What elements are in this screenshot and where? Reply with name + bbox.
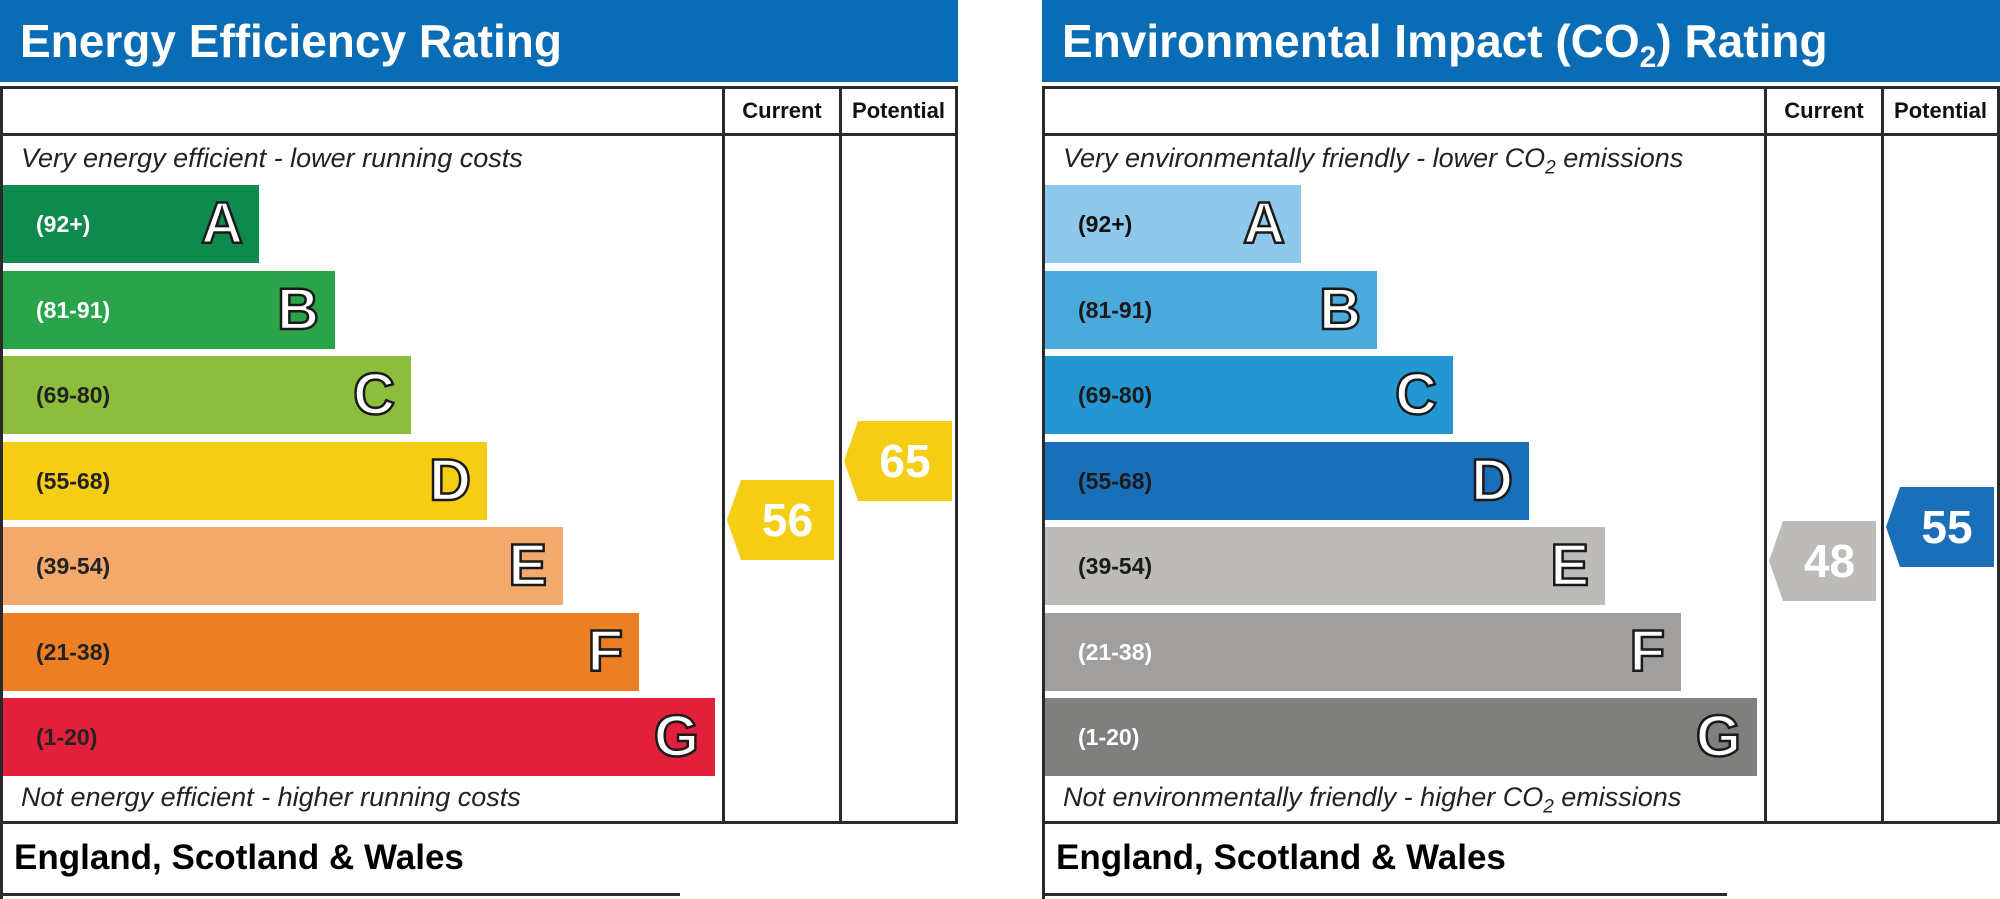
footer-rule [0,893,680,896]
current-rating-value: 48 [1803,535,1856,587]
band-range-label: (81-91) [36,296,111,323]
bottom-note: Not energy efficient - higher running co… [21,782,521,812]
potential-arrow-fill [844,421,952,501]
band-letter: A [1242,190,1286,258]
title-text: Environmental Impact (CO [1062,15,1640,67]
region-footer: England, Scotland & Wales [14,838,464,877]
band-b: (81-91) B [1045,270,1377,349]
band-range-label: (69-80) [36,382,111,408]
current-arrow-shape [727,480,834,560]
band-range-label: (92+) [1078,211,1133,237]
potential-arrow-shape [1886,487,1994,567]
rating-bands: (92+) A (81-91) B (69-80) C (55-68) D (39-54) E (2… [0,0,958,899]
band-letter: D [428,446,472,514]
band-range-label: (92+) [36,211,91,237]
current-arrow-shape [1769,521,1876,601]
band-letter: C [1394,361,1438,429]
bottom-note-subscript: 2 [1543,796,1554,818]
band-letter: A [200,190,244,258]
bottom-note-text: Not environmentally friendly - higher CO [1063,782,1544,812]
band-e: (39-54) E [1045,527,1605,605]
band-f: (21-38) F [3,612,639,691]
top-note-text-end: emissions [1555,143,1684,173]
band-letter: G [1695,703,1743,771]
band-range-label: (21-38) [1078,638,1153,665]
current-column-header: Current [1784,98,1864,123]
band-letter: E [507,532,548,600]
title-subscript: 2 [1639,41,1657,75]
band-g: (1-20) G [3,698,715,776]
current-arrow-fill [727,480,834,560]
current-rating-arrow: 48 [1769,521,1876,601]
current-arrow-fill [1769,521,1876,601]
footer-border [0,824,3,899]
potential-rating-value: 65 [879,435,931,487]
band-d: (55-68) D [1045,441,1529,520]
band-range-label: (55-68) [36,467,111,494]
band-a: (92+) A [1045,185,1301,263]
bottom-note-text-end: emissions [1553,782,1682,812]
current-column-divider [722,86,725,824]
band-letter: E [1549,532,1590,600]
band-letter: D [1470,446,1514,514]
potential-rating-arrow: 55 [1886,487,1994,567]
top-note: Very environmentally friendly - lower CO… [1063,143,1683,179]
current-column-divider [1764,86,1767,824]
band-range-label: (1-20) [36,724,98,750]
top-note-subscript: 2 [1545,157,1556,179]
potential-rating-arrow: 65 [844,421,952,501]
band-d: (55-68) D [3,441,487,520]
band-a: (92+) A [3,185,259,263]
potential-column-divider [839,86,842,824]
band-e: (39-54) E [3,527,563,605]
band-letter: B [1318,275,1362,343]
footer-rule [1042,893,1727,896]
current-column-header: Current [742,98,822,123]
potential-column-divider [1881,86,1884,824]
current-rating-arrow: 56 [727,480,834,560]
potential-column-header: Potential [1894,98,1987,123]
band-range-label: (21-38) [36,638,111,665]
potential-column-header: Potential [852,98,945,123]
band-c: (69-80) C [1045,356,1453,434]
potential-rating-value: 55 [1921,501,1973,553]
band-letter: C [352,361,396,429]
header-divider [0,133,958,136]
footer-border [1042,824,1045,899]
band-range-label: (81-91) [1078,296,1153,323]
title-text-end: ) Rating [1656,15,1828,67]
header-divider [1042,133,2000,136]
band-letter: B [276,275,320,343]
band-b: (81-91) B [3,270,335,349]
region-footer: England, Scotland & Wales [1056,838,1506,877]
band-letter: G [653,703,701,771]
rating-bands: (92+) A (81-91) B (69-80) C (55-68) D (39-54) E (2… [1042,0,2000,899]
band-range-label: (39-54) [1078,553,1153,579]
current-rating-value: 56 [761,494,814,546]
environmental-impact-chart: Environmental Impact (CO2) Rating Curren… [1042,0,2000,899]
band-g: (1-20) G [1045,698,1757,776]
band-letter: F [586,617,624,685]
chart-title: Energy Efficiency Rating [0,0,958,82]
potential-arrow-fill [1886,487,1994,567]
band-letter: F [1628,617,1666,685]
energy-efficiency-chart: Energy Efficiency Rating Current Potenti… [0,0,958,899]
chart-title: Environmental Impact (CO2) Rating [1042,0,2000,82]
potential-arrow-shape [844,421,952,501]
band-range-label: (39-54) [36,553,111,579]
bottom-note: Not environmentally friendly - higher CO… [1063,782,1681,818]
top-note: Very energy efficient - lower running co… [21,143,523,173]
band-range-label: (69-80) [1078,382,1153,408]
band-range-label: (1-20) [1078,724,1140,750]
top-note-text: Very environmentally friendly - lower CO [1063,143,1546,173]
band-c: (69-80) C [3,356,411,434]
band-f: (21-38) F [1045,612,1681,691]
band-range-label: (55-68) [1078,467,1153,494]
